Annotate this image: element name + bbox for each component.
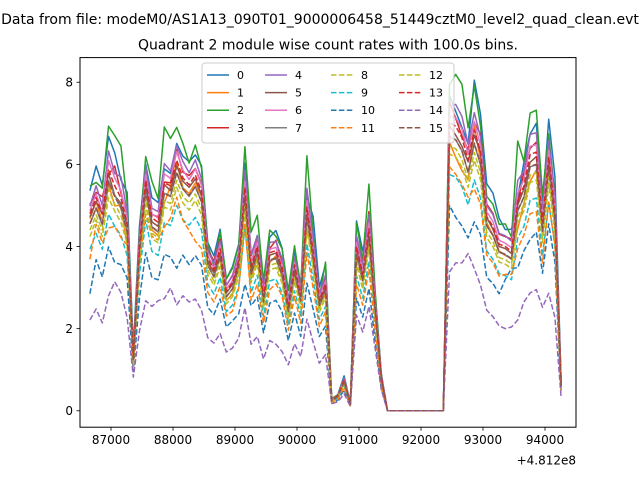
y-tick-label: 2 bbox=[65, 322, 73, 336]
legend-label-11: 11 bbox=[361, 122, 375, 135]
legend-frame bbox=[201, 62, 455, 144]
series-line-4 bbox=[89, 103, 562, 412]
x-tick-label: 87000 bbox=[92, 433, 130, 447]
chart-title: Quadrant 2 module wise count rates with … bbox=[138, 38, 518, 54]
legend-label-3: 3 bbox=[237, 122, 244, 135]
series-line-13 bbox=[89, 121, 562, 412]
axis-ticks: 87000 88000 89000 90000 91000 92000 93000 94000… bbox=[65, 76, 564, 448]
legend-label-7: 7 bbox=[295, 122, 302, 135]
legend-label-2: 2 bbox=[237, 104, 244, 117]
series-line-14 bbox=[89, 252, 562, 412]
x-offset-label: +4.812e8 bbox=[517, 454, 576, 468]
legend-label-4: 4 bbox=[295, 69, 302, 82]
y-tick-label: 0 bbox=[65, 404, 73, 418]
legend-label-0: 0 bbox=[237, 69, 244, 82]
legend-label-9: 9 bbox=[361, 87, 368, 100]
x-tick-label: 94000 bbox=[526, 433, 564, 447]
legend-label-8: 8 bbox=[361, 69, 368, 82]
x-tick-label: 92000 bbox=[402, 433, 440, 447]
x-tick-label: 88000 bbox=[154, 433, 192, 447]
legend-label-15: 15 bbox=[429, 122, 443, 135]
legend-label-10: 10 bbox=[361, 104, 375, 117]
series-line-10 bbox=[89, 204, 562, 412]
legend-label-13: 13 bbox=[429, 87, 443, 100]
y-tick-label: 8 bbox=[65, 76, 73, 90]
y-tick-label: 4 bbox=[65, 240, 73, 254]
legend-label-5: 5 bbox=[295, 87, 302, 100]
x-tick-label: 93000 bbox=[464, 433, 502, 447]
y-tick-label: 6 bbox=[65, 158, 73, 172]
series-line-15 bbox=[89, 135, 562, 412]
x-tick-label: 90000 bbox=[278, 433, 316, 447]
series-line-11 bbox=[89, 166, 562, 412]
legend-label-1: 1 bbox=[237, 87, 244, 100]
axes-frame bbox=[79, 57, 577, 428]
x-tick-label: 89000 bbox=[216, 433, 254, 447]
legend-label-12: 12 bbox=[429, 69, 443, 82]
legend-label-14: 14 bbox=[429, 104, 443, 117]
figure-suptitle: Data from file: modeM0/AS1A13_090T01_900… bbox=[1, 12, 639, 28]
series-lines bbox=[89, 73, 562, 412]
x-tick-label: 91000 bbox=[340, 433, 378, 447]
legend-label-6: 6 bbox=[295, 104, 302, 117]
